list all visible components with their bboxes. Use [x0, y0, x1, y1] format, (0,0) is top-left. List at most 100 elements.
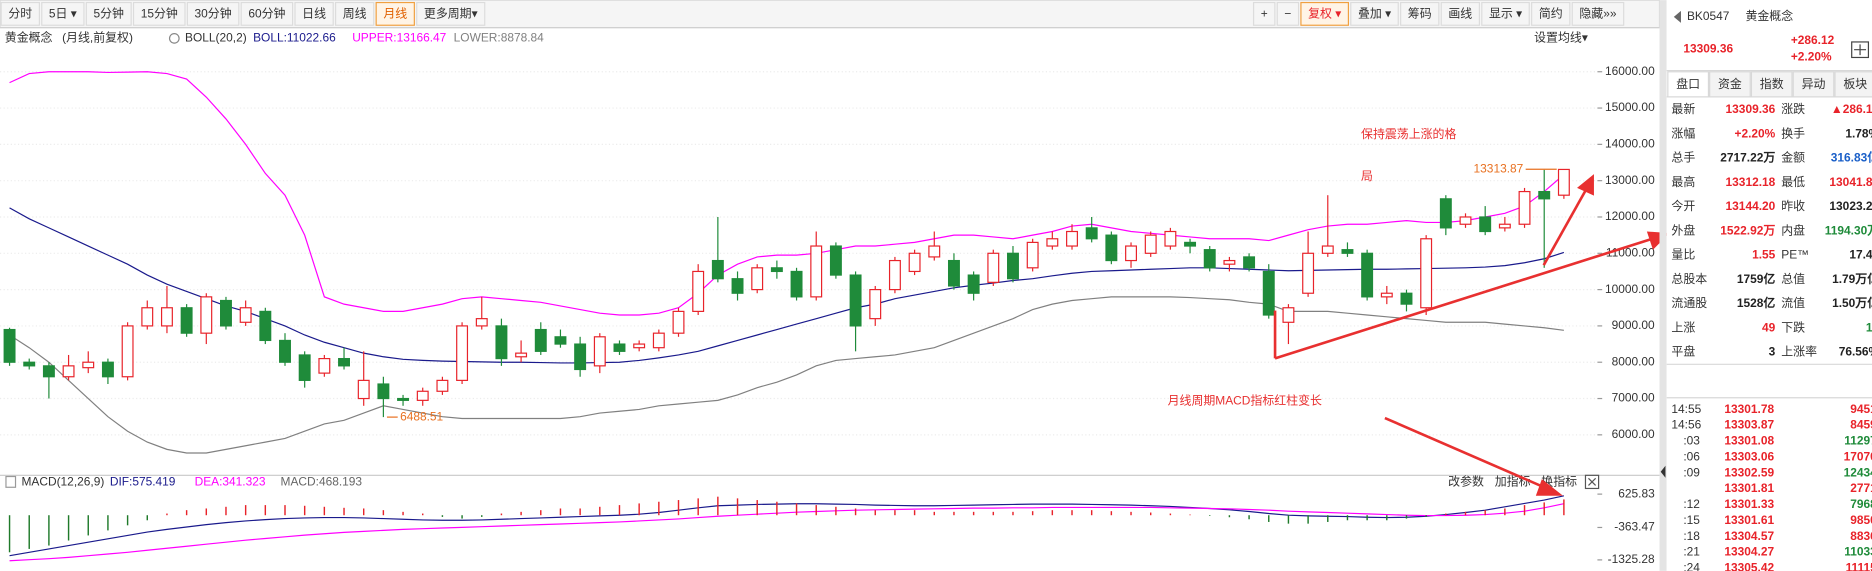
candle-body — [1479, 216, 1492, 233]
min-label: 6488.51 — [400, 409, 443, 423]
stat-label: 流通股 — [1671, 296, 1707, 310]
legend-entry: UPPER:13166.47 — [352, 31, 446, 45]
toolbar-label: 月线 — [383, 7, 407, 21]
max-label: 13313.87 — [1474, 161, 1524, 175]
annotation: 局 — [1361, 169, 1373, 183]
candle-body — [967, 274, 980, 294]
stat-value: 76.56% — [1839, 345, 1872, 359]
stat-value: 13309.36 — [1726, 102, 1776, 116]
tick-volume: 11297 — [1844, 434, 1872, 448]
stat-label: 最低 — [1781, 175, 1805, 189]
macd-action[interactable]: 换指标 — [1541, 475, 1577, 489]
candle-body — [456, 325, 469, 381]
toolbar-button[interactable] — [294, 1, 334, 26]
toolbar-button[interactable] — [416, 1, 486, 26]
toolbar-button[interactable] — [186, 1, 240, 26]
toolbar-button[interactable] — [1400, 1, 1440, 26]
tick-price: 13301.61 — [1724, 513, 1774, 527]
toolbar-button[interactable] — [1481, 1, 1530, 26]
toolbar-button[interactable] — [41, 1, 85, 26]
toolbar-button[interactable] — [85, 1, 132, 26]
candle-body — [711, 259, 724, 280]
stat-value: 1.79万亿 — [1832, 272, 1872, 286]
price-change-pct: +2.20% — [1791, 50, 1832, 64]
candle-body — [849, 274, 862, 327]
candle-body — [1243, 256, 1256, 269]
candle-body — [1321, 245, 1334, 254]
stat-label: 涨跌 — [1781, 102, 1805, 116]
candle-body — [1262, 270, 1275, 316]
tab-label: 指数 — [1760, 77, 1784, 91]
tab[interactable] — [1834, 71, 1872, 98]
y-tick-label: 15000.00 — [1605, 100, 1655, 114]
tick-time: 14:56 — [1671, 418, 1701, 432]
tab[interactable] — [1750, 71, 1793, 98]
macd-line — [9, 503, 1565, 562]
candle-body — [62, 365, 75, 378]
candle-body — [220, 299, 232, 327]
candle-body — [259, 310, 272, 342]
toolbar-button[interactable] — [1300, 1, 1350, 26]
candle-body — [1007, 252, 1019, 280]
toolbar-button[interactable] — [0, 1, 40, 26]
candle-body — [416, 390, 429, 401]
toolbar-button[interactable] — [1571, 1, 1625, 26]
splitter-arrow — [1660, 465, 1666, 478]
toolbar-button[interactable] — [240, 1, 294, 26]
toolbar-label: 60分钟 — [248, 7, 285, 21]
tick-price: 13303.87 — [1724, 418, 1774, 432]
macd-plot: 625.83 -363.47 -1325.28 DIF:575.419 DEA:341.… — [8, 475, 1655, 566]
tab[interactable] — [1792, 71, 1835, 98]
toolbar-left: 分时 5日 ▾ 5分钟 15分钟 30分钟 60分钟 日线 周线 月线 更多周期▾ — [0, 1, 486, 26]
y-tick-label: 6000.00 — [1612, 427, 1655, 441]
candle-body — [1164, 230, 1177, 247]
candle-body — [652, 332, 665, 349]
tick-volume: 11115 — [1846, 561, 1872, 571]
toolbar-button[interactable] — [1350, 1, 1399, 26]
tab[interactable] — [1667, 71, 1710, 98]
stat-value: 1522.92万 — [1720, 223, 1775, 237]
splitter[interactable] — [1659, 0, 1667, 571]
macd-action[interactable]: 加指标 — [1495, 475, 1531, 489]
tick-price: 13304.57 — [1724, 529, 1774, 543]
candle-body — [279, 339, 291, 363]
toolbar-label: − — [1284, 7, 1291, 21]
toolbar-label: 15分钟 — [141, 7, 178, 21]
tick-time: :06 — [1683, 449, 1700, 463]
toolbar-button[interactable] — [1252, 1, 1276, 26]
stat-label: 换手 — [1781, 126, 1805, 140]
tick-time: :21 — [1683, 545, 1700, 559]
tab[interactable] — [1709, 71, 1751, 98]
add-button[interactable] — [1851, 41, 1870, 59]
toolbar-button[interactable] — [1440, 1, 1481, 26]
macd-action[interactable]: 改参数 — [1448, 475, 1484, 489]
candle-body — [121, 325, 134, 378]
toolbar-button[interactable] — [1276, 1, 1300, 26]
settings-button[interactable]: 设置均线▾ — [1534, 31, 1588, 45]
y-tick-label: -1325.28 — [1608, 552, 1655, 566]
toolbar-label: + — [1261, 7, 1268, 21]
toolbar-button[interactable] — [334, 1, 375, 26]
candle-body — [1085, 227, 1098, 240]
settings-icon[interactable] — [168, 32, 180, 44]
tick-volume: 9850 — [1850, 513, 1872, 527]
legend-entry: LOWER:8878.84 — [454, 31, 544, 45]
legend-entry: BOLL:11022.66 — [253, 31, 336, 45]
toolbar-label: 叠加 ▾ — [1358, 7, 1391, 21]
toolbar-button[interactable] — [375, 1, 415, 26]
candle-body — [1026, 241, 1039, 269]
candle-body — [751, 267, 764, 291]
stat-label: 平盘 — [1671, 345, 1695, 359]
candle-body — [82, 361, 95, 369]
y-tick-label: 13000.00 — [1605, 173, 1655, 187]
stat-label: 内盘 — [1781, 223, 1805, 237]
price-change: +286.12 — [1791, 33, 1835, 47]
toolbar-button[interactable] — [132, 1, 186, 26]
stat-value: 13023.24 — [1829, 199, 1872, 213]
stat-label: 流值 — [1781, 296, 1805, 310]
toolbar-button[interactable] — [1531, 1, 1571, 26]
stat-value: 17.40 — [1849, 248, 1872, 262]
quote-panel: BK0547 黄金概念 13309.36 +286.12 +2.20% 盘口 资金… — [1666, 0, 1872, 571]
prev-arrow[interactable] — [1673, 10, 1681, 23]
